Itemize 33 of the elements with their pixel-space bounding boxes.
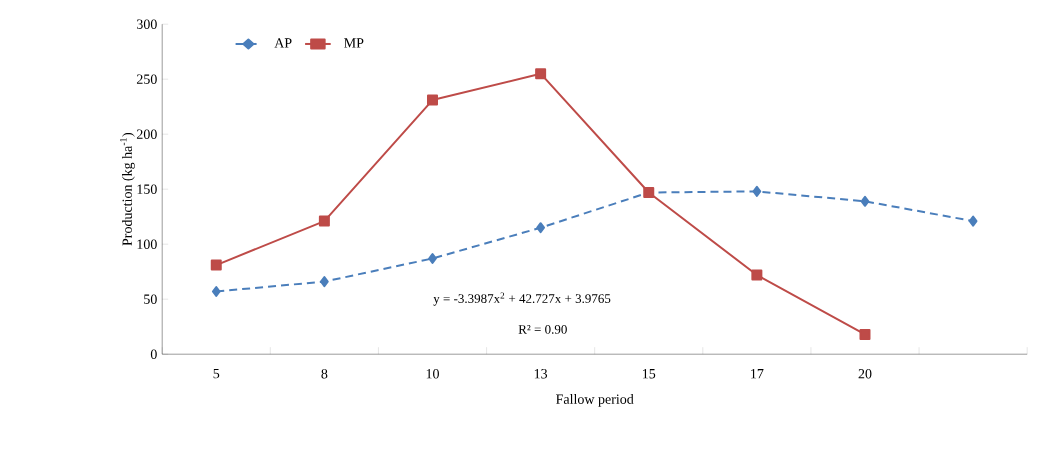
y-tick-label: 300 — [137, 19, 157, 29]
point — [752, 185, 762, 197]
point — [968, 215, 978, 227]
point — [211, 285, 221, 297]
x-tick-label: 15 — [642, 369, 656, 379]
y-axis-title: Production (kg ha$^{-1}$) — [120, 132, 135, 246]
x-tick-label: 5 — [213, 369, 220, 379]
x-tick-label: 10 — [426, 369, 439, 379]
x-axis-title: Fallow period — [556, 394, 634, 407]
point — [318, 215, 330, 227]
point — [427, 94, 438, 106]
y-tick-label: 100 — [137, 239, 157, 249]
point — [210, 259, 222, 271]
x-tick-label: 17 — [751, 369, 764, 379]
y-tick-label: 250 — [136, 74, 157, 84]
legend-label: MP — [344, 38, 364, 48]
x-tick-label: 20 — [858, 369, 872, 379]
annotation: y = -3.3987x$^{2}$ + 42.727x + 3.9765 — [433, 292, 611, 306]
point — [428, 252, 437, 264]
annotation: R² = 0.90 — [518, 325, 567, 334]
point — [751, 269, 763, 281]
x-tick-label: 13 — [534, 369, 548, 379]
point — [320, 276, 329, 288]
point — [859, 328, 871, 340]
y-tick-label: 150 — [137, 184, 157, 194]
x-tick-label: 8 — [321, 369, 328, 379]
y-tick-label: 50 — [144, 294, 157, 304]
y-tick-label: 0 — [150, 349, 157, 359]
y-tick-label: 200 — [136, 129, 157, 139]
legend-label: AP — [274, 38, 292, 48]
point — [860, 195, 870, 207]
point — [535, 68, 547, 80]
point — [536, 222, 545, 234]
